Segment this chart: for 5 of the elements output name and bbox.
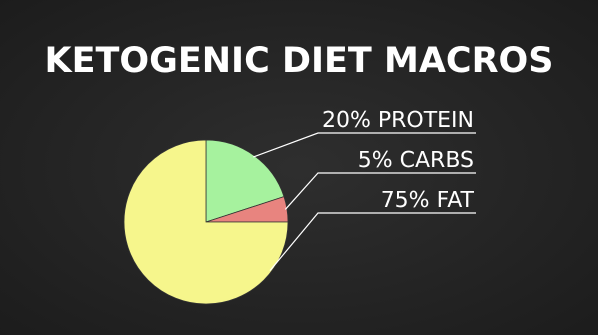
pie-slice — [124, 140, 288, 304]
slice-label: 20% PROTEIN — [322, 108, 474, 133]
slice-label: 5% CARBS — [358, 148, 474, 173]
chart-title: KETOGENIC DIET MACROS — [44, 41, 554, 81]
slice-label: 75% FAT — [380, 188, 475, 213]
